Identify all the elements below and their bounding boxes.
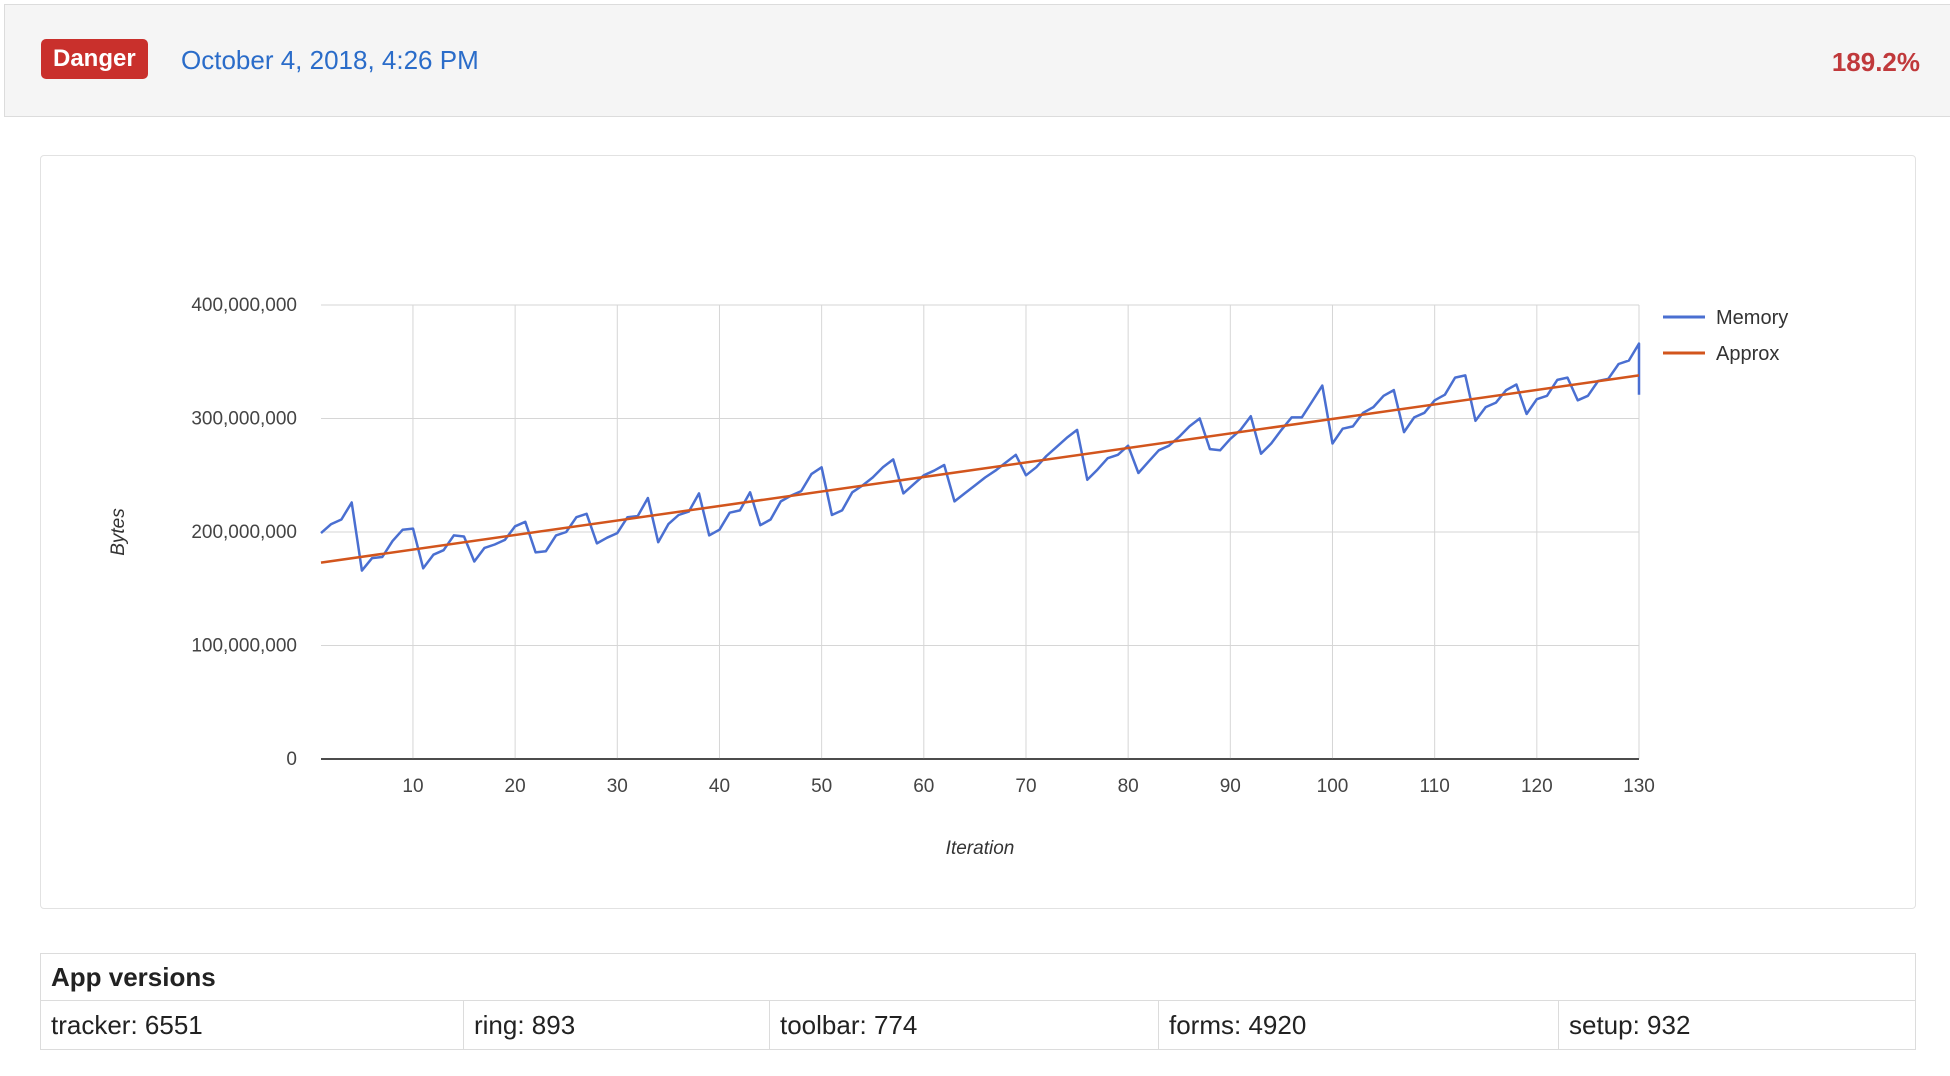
x-tick-label: 110 (1420, 776, 1450, 797)
app-versions-table: App versions tracker: 6551 ring: 893 too… (40, 953, 1916, 1050)
y-tick-label: 0 (286, 749, 297, 770)
change-percentage: 189.2% (1831, 47, 1920, 77)
x-tick-label: 20 (505, 776, 526, 797)
y-tick-label: 300,000,000 (191, 409, 297, 430)
x-tick-label: 80 (1118, 776, 1139, 797)
report-date-link[interactable]: October 4, 2018, 4:26 PM (181, 45, 479, 75)
series-line-memory (320, 342, 1641, 572)
y-tick-label: 200,000,000 (191, 522, 297, 543)
x-tick-label: 130 (1623, 776, 1655, 797)
x-axis-title: Iteration (946, 838, 1015, 859)
report-header: Danger October 4, 2018, 4:26 PM 189.2% (4, 4, 1950, 117)
y-tick-label: 100,000,000 (191, 636, 297, 657)
x-tick-label: 40 (709, 776, 730, 797)
y-tick-label: 400,000,000 (191, 295, 297, 316)
memory-chart: 0 100,000,000 200,000,000 300,000,000 400,00… (108, 295, 1788, 859)
status-badge: Danger (41, 39, 148, 79)
chart-panel: 0 100,000,000 200,000,000 300,000,000 400,00… (40, 155, 1916, 909)
x-tick-label: 90 (1220, 776, 1241, 797)
version-cell-toolbar: toolbar: 774 (770, 1001, 1159, 1049)
x-tick-label: 60 (913, 776, 934, 797)
y-axis-title: Bytes (108, 508, 129, 556)
x-tick-label: 30 (607, 776, 628, 797)
app-versions-title: App versions (41, 954, 1915, 1001)
version-cell-tracker: tracker: 6551 (41, 1001, 464, 1049)
app-versions-row: tracker: 6551 ring: 893 toolbar: 774 for… (41, 1001, 1915, 1049)
x-tick-label: 100 (1317, 776, 1349, 797)
x-tick-label: 120 (1521, 776, 1553, 797)
x-tick-label: 70 (1015, 776, 1036, 797)
series-line-approx (320, 374, 1640, 564)
version-cell-forms: forms: 4920 (1159, 1001, 1559, 1049)
version-cell-setup: setup: 932 (1569, 1010, 1691, 1040)
legend-label-memory: Memory (1716, 307, 1788, 329)
x-tick-label: 10 (402, 776, 423, 797)
version-cell-ring: ring: 893 (464, 1001, 770, 1049)
legend-label-approx: Approx (1716, 343, 1779, 365)
x-tick-label: 50 (811, 776, 832, 797)
